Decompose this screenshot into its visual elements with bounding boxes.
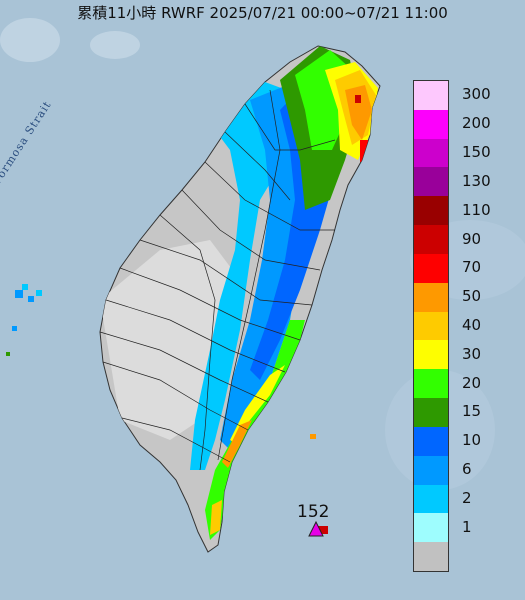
legend-swatch	[414, 455, 448, 486]
legend-label: 150	[462, 143, 491, 162]
legend-swatch	[414, 426, 448, 457]
legend-swatch	[414, 369, 448, 399]
legend-swatch	[414, 311, 448, 341]
legend-label: 300	[462, 85, 491, 104]
legend-swatch	[414, 513, 448, 543]
legend-swatch	[414, 109, 448, 140]
legend-label: 10	[462, 431, 482, 450]
max-station-value: 152	[297, 502, 330, 522]
legend-swatch	[414, 484, 448, 514]
legend-label: 200	[462, 114, 491, 133]
legend-label: 130	[462, 171, 491, 190]
legend-swatch	[414, 542, 448, 572]
legend-label: 70	[462, 258, 482, 277]
legend-swatch	[414, 282, 448, 313]
legend-label: 90	[462, 229, 482, 248]
legend-label: 2	[462, 488, 472, 507]
legend-label: 6	[462, 460, 472, 479]
legend-swatch	[414, 340, 448, 370]
boundary-lines	[99, 89, 336, 471]
legend-swatch	[414, 253, 448, 284]
legend-label: 40	[462, 316, 482, 334]
legend-label: 20	[462, 373, 482, 392]
legend-swatch	[414, 81, 448, 111]
legend-label: 15	[462, 402, 482, 421]
legend-swatch	[414, 225, 448, 255]
legend-swatch	[414, 196, 448, 226]
legend-label: 30	[462, 344, 482, 363]
sea-clutter	[0, 18, 525, 490]
map-title: 累積11小時 RWRF 2025/07/21 00:00~07/21 11:00	[77, 4, 448, 22]
legend-swatch	[414, 167, 448, 197]
legend-swatch	[414, 138, 448, 168]
rainfall-zones	[100, 46, 378, 540]
legend-color-bar	[413, 80, 449, 572]
max-station-marker	[308, 520, 324, 537]
legend-label: 50	[462, 287, 482, 306]
legend-label: 110	[462, 200, 491, 219]
legend-swatch	[414, 398, 448, 428]
legend-label: 1	[462, 517, 472, 536]
